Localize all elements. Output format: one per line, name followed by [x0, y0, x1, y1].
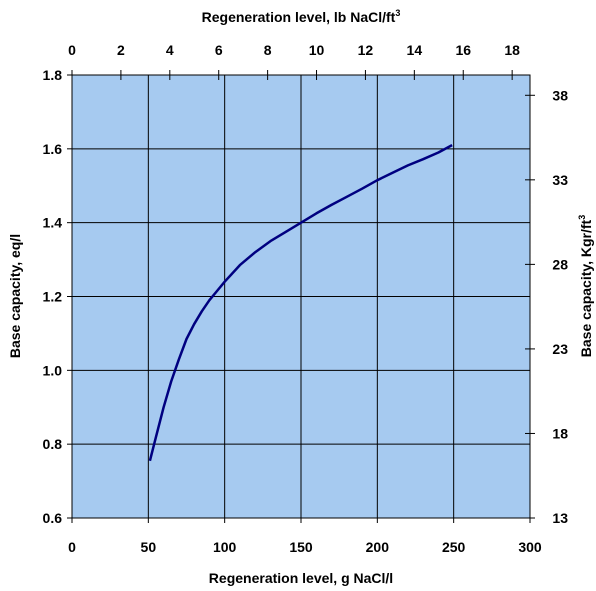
x-tick-label: 250: [442, 539, 466, 555]
y-tick-label: 1.0: [43, 362, 63, 378]
y2-tick-label: 18: [552, 425, 568, 441]
y2-tick-label: 38: [552, 87, 568, 103]
x2-axis-title-main: Regeneration level, lb NaCl/ft: [202, 9, 396, 25]
x2-tick-label: 2: [117, 42, 125, 58]
y-tick-label: 1.6: [43, 141, 63, 157]
x2-axis-title-superscript: 3: [395, 8, 400, 18]
y2-tick-label: 33: [552, 172, 568, 188]
x-tick-label: 200: [366, 539, 390, 555]
x-tick-label: 100: [213, 539, 237, 555]
y-tick-label: 1.4: [43, 215, 63, 231]
x2-tick-label: 8: [264, 42, 272, 58]
tick-labels: 0 50 100 150 200 250 300 0.6 0.8 1.0 1.2 1.4 1.6 1.8 0…: [43, 42, 569, 555]
y2-tick-label: 23: [552, 341, 568, 357]
y2-axis-title: Base capacity, Kgr/ft3: [577, 215, 594, 357]
y-tick-label: 1.8: [43, 67, 63, 83]
y2-tick-label: 28: [552, 256, 568, 272]
x2-tick-label: 6: [215, 42, 223, 58]
x-tick-label: 300: [518, 539, 542, 555]
y-axis-title: Base capacity, eq/l: [7, 234, 23, 358]
tick-marks: [67, 70, 535, 523]
x2-tick-label: 18: [504, 42, 520, 58]
series-line: [148, 144, 453, 462]
x2-tick-label: 12: [358, 42, 374, 58]
y-tick-label: 0.8: [43, 436, 63, 452]
x2-tick-label: 10: [309, 42, 325, 58]
y2-axis-title-superscript: 3: [577, 215, 587, 220]
x-axis-title: Regeneration level, g NaCl/l: [209, 570, 393, 586]
y2-axis-title-main: Base capacity, Kgr/ft: [578, 219, 594, 357]
x-tick-label: 0: [68, 539, 76, 555]
y-tick-label: 0.6: [43, 510, 63, 526]
y2-tick-label: 13: [552, 510, 568, 526]
x2-tick-label: 4: [166, 42, 174, 58]
x-tick-label: 50: [141, 539, 157, 555]
y-tick-label: 1.2: [43, 289, 63, 305]
x2-tick-label: 16: [455, 42, 471, 58]
x-tick-label: 150: [289, 539, 313, 555]
x2-axis-title: Regeneration level, lb NaCl/ft3: [202, 8, 401, 25]
x2-tick-label: 0: [68, 42, 76, 58]
x2-tick-label: 14: [407, 42, 423, 58]
